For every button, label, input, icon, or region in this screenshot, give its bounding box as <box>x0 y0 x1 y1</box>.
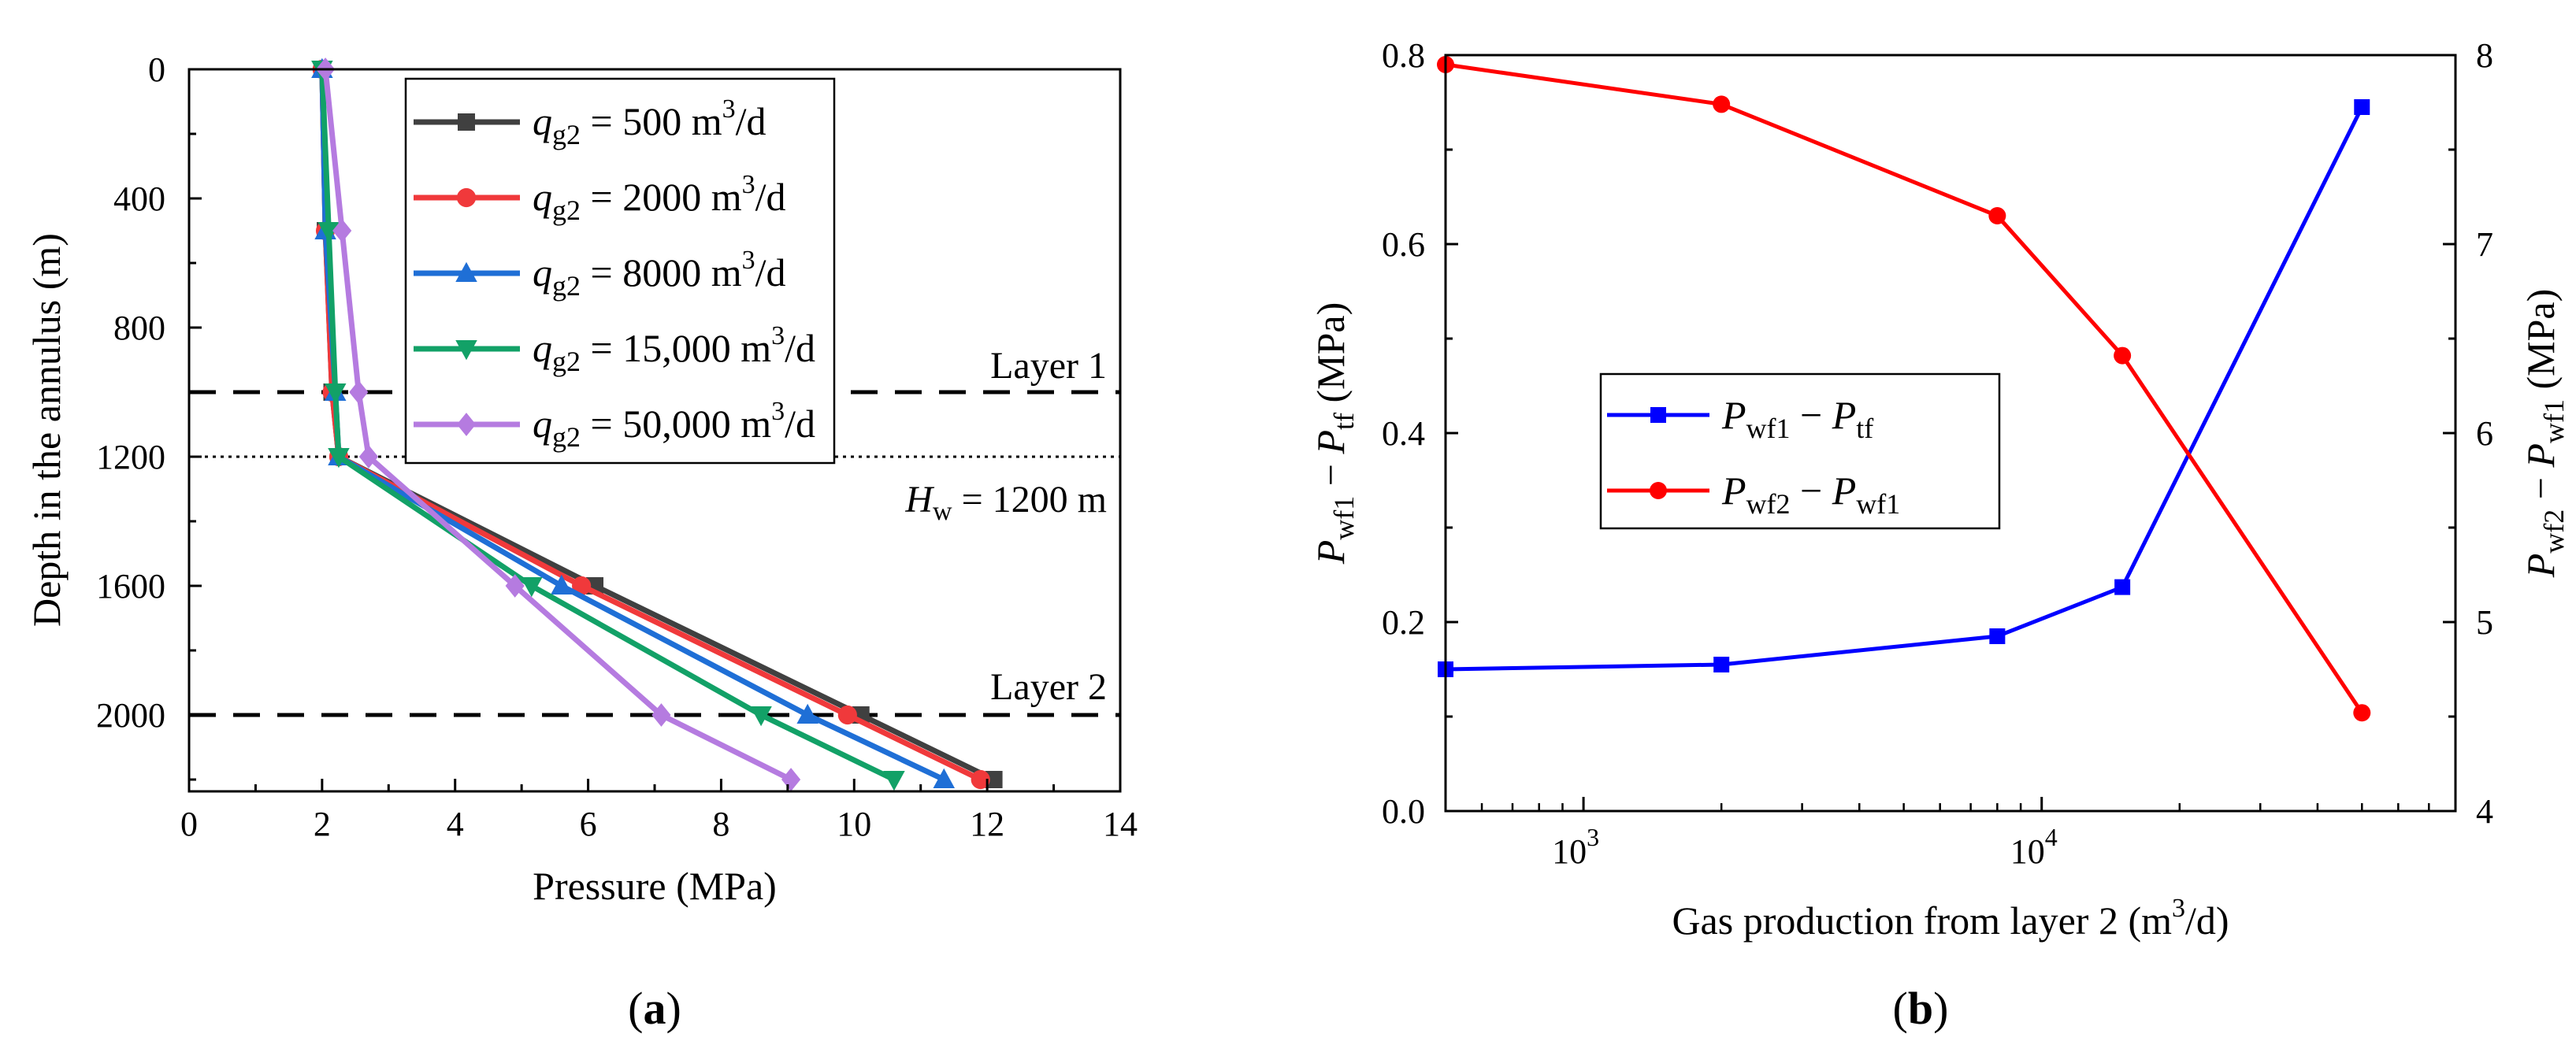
legend-item-1: Pwf2 − Pwf1 <box>1607 469 1900 520</box>
data-point-3-4 <box>521 577 543 598</box>
x-tick-label-7: 14 <box>1103 805 1138 843</box>
data-point-4-4 <box>505 574 525 598</box>
data-point-0-4 <box>2354 99 2370 115</box>
data-point-1-6 <box>971 769 990 790</box>
y-tick-label-1: 400 <box>113 180 165 218</box>
y-right-tick-label-0: 4 <box>2476 792 2493 831</box>
y-tick-label-4: 1600 <box>96 567 165 606</box>
legend-swatch-marker-0 <box>458 113 475 131</box>
chart-b-ylabel-left: Pwf1 − Ptf (MPa) <box>1308 302 1360 565</box>
x-tick-label-2: 4 <box>447 805 464 843</box>
chart-a-annotations: Layer 1 Layer 2 Hw = 1200 m <box>904 345 1107 708</box>
legend-label-4: qg2 = 50,000 m3/d <box>533 397 815 453</box>
data-point-2-5 <box>796 703 818 724</box>
y-tick-label-2: 800 <box>113 309 165 347</box>
chart-b-xlabel: Gas production from layer 2 (m3/d) <box>1672 894 2229 943</box>
legend-swatch-marker-0 <box>1650 407 1666 423</box>
chart-a-series <box>311 57 1003 791</box>
chart-b-series <box>1437 56 2371 722</box>
annotation-layer-1: Layer 1 <box>990 345 1107 387</box>
x-tick-label-0: 103 <box>1552 823 1599 871</box>
data-point-0-3 <box>2114 579 2131 595</box>
legend-label-1: qg2 = 2000 m3/d <box>533 170 786 226</box>
y-right-tick-label-3: 7 <box>2476 225 2493 264</box>
y-tick-label-0: 0 <box>148 50 165 89</box>
y-left-tick-label-3: 0.6 <box>1382 225 1425 264</box>
chart-a-xlabel: Pressure (MPa) <box>533 864 777 908</box>
x-tick-label-0: 0 <box>180 805 198 843</box>
data-point-2-4 <box>551 574 573 595</box>
legend-swatch-marker-2 <box>455 261 477 282</box>
data-point-3-2 <box>324 383 347 404</box>
data-point-4-5 <box>651 703 671 727</box>
legend-item-2: qg2 = 8000 m3/d <box>414 246 786 302</box>
data-point-0-2 <box>1989 628 2006 644</box>
chart-b-caption: (b) <box>1893 983 1949 1034</box>
data-point-4-2 <box>349 380 369 404</box>
data-point-4-1 <box>332 219 352 243</box>
chart-b-ylabel-right: Pwf2 − Pwf1 (MPa) <box>2518 289 2570 579</box>
legend-label-2: qg2 = 8000 m3/d <box>533 246 786 302</box>
chart-a-legend: qg2 = 500 m3/d qg2 = 2000 m3/d qg2 = 8000 … <box>404 77 836 465</box>
data-point-1-3 <box>2114 346 2132 365</box>
chart-b-legend: Pwf1 − Ptf Pwf2 − Pwf1 <box>1599 372 2001 530</box>
y-left-tick-label-0: 0.0 <box>1382 792 1425 831</box>
y-left-tick-label-4: 0.8 <box>1382 36 1425 75</box>
y-tick-label-5: 2000 <box>96 696 165 735</box>
legend-item-0: Pwf1 − Ptf <box>1607 393 1873 444</box>
y-right-tick-label-1: 5 <box>2476 603 2493 642</box>
y-left-tick-label-2: 0.4 <box>1382 414 1425 453</box>
legend-swatch-marker-3 <box>455 340 477 361</box>
data-point-1-4 <box>2353 704 2371 722</box>
x-tick-label-6: 12 <box>970 805 1004 843</box>
y-tick-label-3: 1200 <box>96 438 165 476</box>
data-point-0-1 <box>1713 657 1730 672</box>
x-tick-label-1: 2 <box>314 805 331 843</box>
data-point-3-1 <box>317 222 340 243</box>
legend-item-1: qg2 = 2000 m3/d <box>414 170 786 226</box>
legend-label-0: Pwf1 − Ptf <box>1721 393 1873 444</box>
y-left-tick-label-1: 0.2 <box>1382 603 1425 642</box>
data-point-0-6 <box>985 771 1003 788</box>
legend-item-0: qg2 = 500 m3/d <box>414 94 766 150</box>
legend-swatch-marker-1 <box>1650 482 1667 499</box>
legend-item-4: qg2 = 50,000 m3/d <box>414 397 815 453</box>
chart-a-ylabel: Depth in the annulus (m) <box>24 233 69 627</box>
chart-a-ticks: 0 2 4 6 8 10 12 14 0 400 800 1200 1600 2000 <box>96 50 1138 843</box>
chart-a-caption: (a) <box>628 983 681 1034</box>
legend-label-1: Pwf2 − Pwf1 <box>1721 469 1900 520</box>
x-tick-label-1: 104 <box>2010 823 2058 871</box>
data-point-4-6 <box>781 768 801 791</box>
data-point-1-4 <box>572 576 592 596</box>
data-point-3-6 <box>883 771 905 791</box>
legend-item-3: qg2 = 15,000 m3/d <box>414 321 815 377</box>
annotation-layer-2: Layer 2 <box>990 666 1107 708</box>
x-tick-label-4: 8 <box>712 805 729 843</box>
data-point-3-5 <box>750 706 772 727</box>
data-point-2-6 <box>933 768 956 788</box>
data-point-1-1 <box>1713 95 1731 113</box>
data-point-1-5 <box>837 705 857 725</box>
series-1 <box>1437 56 2371 722</box>
legend-swatch-marker-1 <box>456 187 477 208</box>
y-right-tick-label-2: 6 <box>2476 414 2493 453</box>
series-0 <box>1438 99 2370 677</box>
legend-box <box>1599 372 2001 530</box>
legend-swatch-marker-4 <box>456 413 477 436</box>
annotation-hw: Hw = 1200 m <box>904 479 1107 526</box>
x-tick-label-5: 10 <box>837 805 871 843</box>
chart-b-ticks: 103 104 0.0 0.2 0.4 0.6 0.8 4 5 6 7 8 <box>1382 36 2493 871</box>
data-point-4-3 <box>358 445 379 469</box>
data-point-3-3 <box>328 448 350 469</box>
legend-label-0: qg2 = 500 m3/d <box>533 94 766 150</box>
y-right-tick-label-4: 8 <box>2476 36 2493 75</box>
legend-label-3: qg2 = 15,000 m3/d <box>533 321 815 377</box>
chart-b-axis-labels: Gas production from layer 2 (m3/d) Pwf1 −… <box>1308 289 2570 943</box>
data-point-1-2 <box>1988 207 2006 224</box>
x-tick-label-3: 6 <box>580 805 597 843</box>
series-3 <box>311 61 905 791</box>
